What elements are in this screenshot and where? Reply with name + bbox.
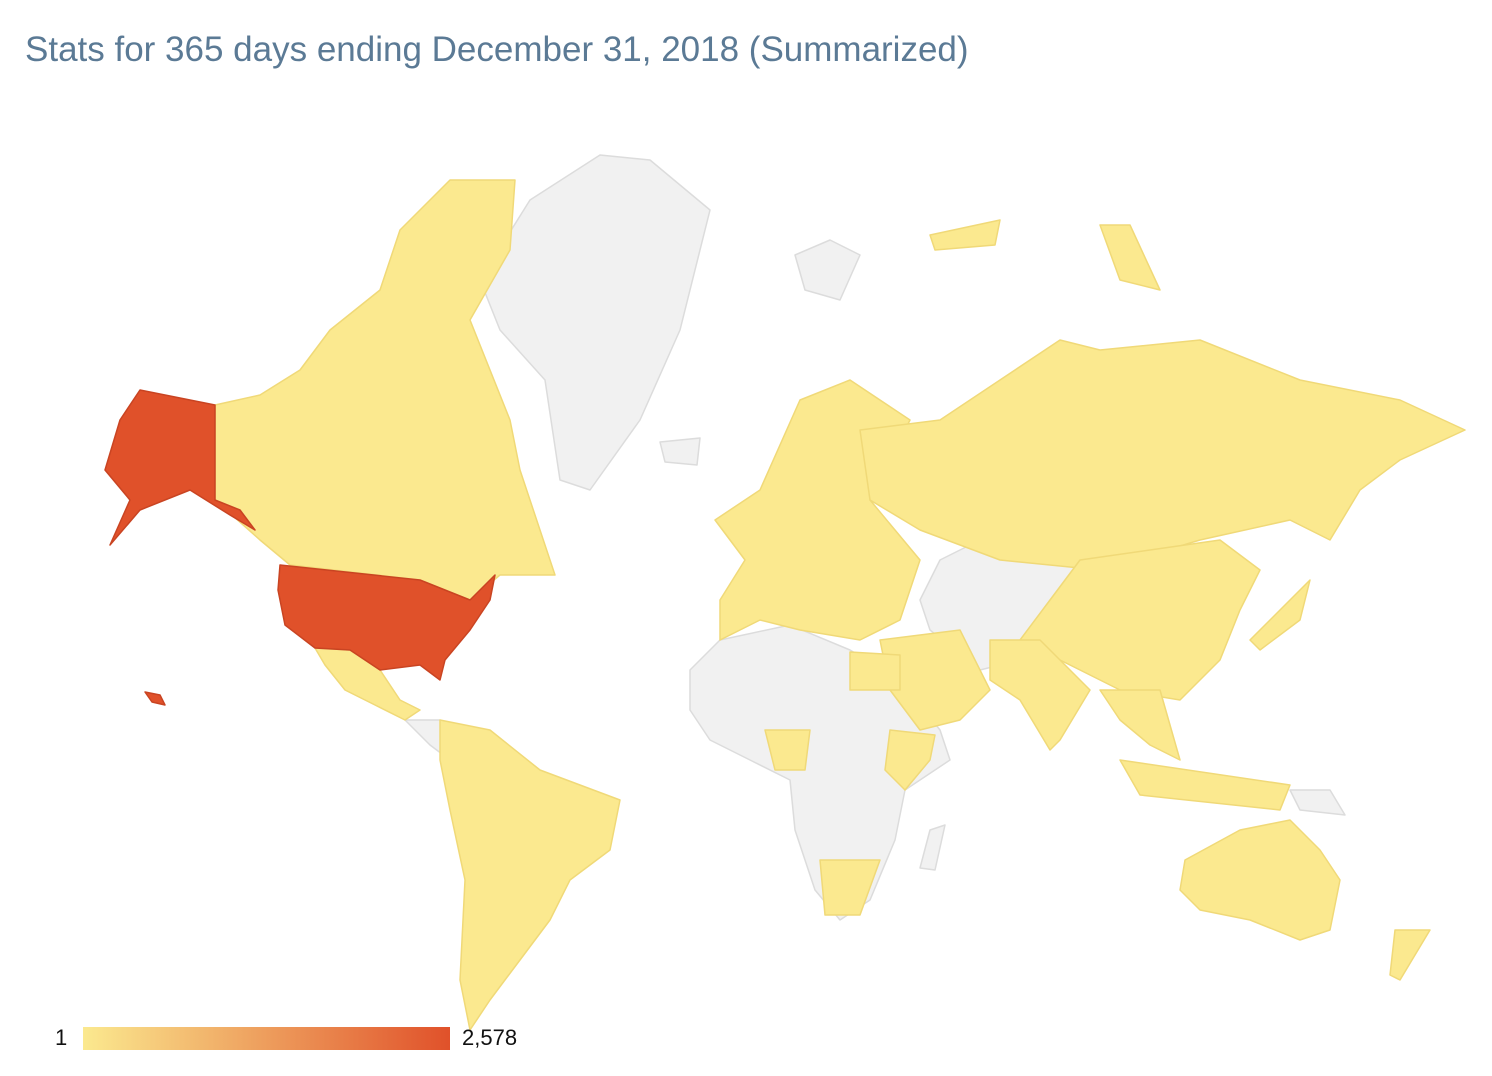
new-guinea [1289, 789, 1346, 816]
countries [104, 154, 1466, 1031]
greenland [479, 154, 711, 491]
japan [1249, 579, 1311, 651]
alaska [104, 389, 256, 546]
madagascar [919, 824, 946, 871]
legend-min: 1 [55, 1025, 67, 1050]
east-africa [884, 729, 936, 791]
page-title: Stats for 365 days ending December 31, 2… [25, 30, 969, 69]
egypt [849, 651, 901, 691]
indonesia [1119, 759, 1291, 811]
franz-josef [929, 219, 1001, 251]
new-zealand [1389, 929, 1431, 981]
australia [1179, 819, 1341, 941]
south-america [439, 719, 621, 1031]
legend-gradient [83, 1027, 450, 1050]
southeast-asia [1099, 689, 1181, 761]
africa [689, 624, 951, 921]
svalbard [794, 239, 861, 301]
russia [859, 339, 1466, 571]
india [989, 639, 1091, 751]
south-africa [819, 859, 881, 916]
united-states [277, 564, 496, 681]
arctic-islands [1099, 224, 1161, 291]
hawaii [144, 691, 166, 706]
legend-max: 2,578 [462, 1025, 517, 1050]
canada [214, 179, 556, 601]
iceland [659, 437, 701, 466]
nigeria [764, 729, 811, 771]
china [1019, 539, 1261, 701]
